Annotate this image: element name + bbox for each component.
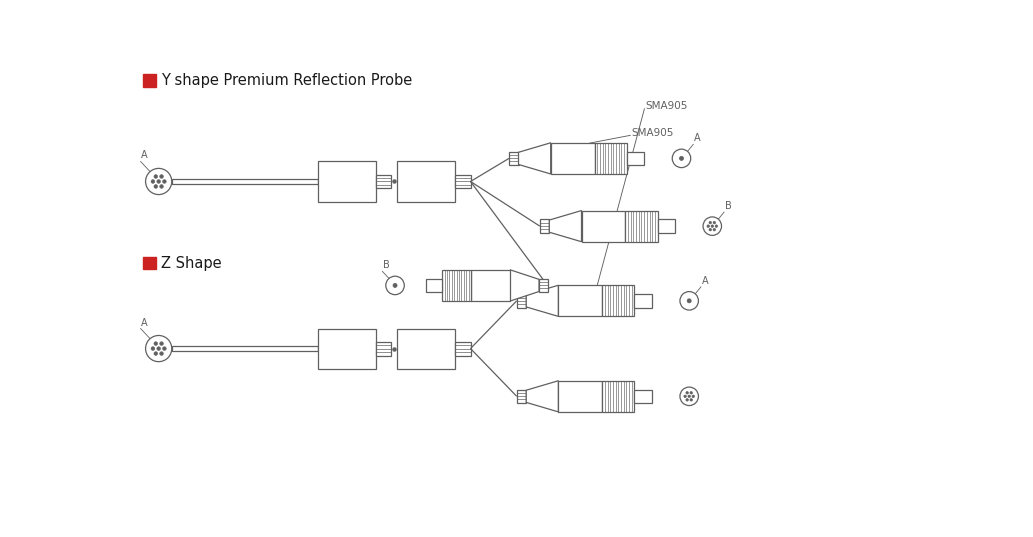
Circle shape — [160, 342, 163, 345]
Circle shape — [146, 169, 171, 194]
Circle shape — [672, 149, 691, 168]
Circle shape — [690, 398, 692, 401]
Circle shape — [715, 225, 718, 228]
Polygon shape — [526, 285, 559, 316]
Bar — [634, 389, 652, 403]
Polygon shape — [510, 270, 539, 301]
Bar — [456, 175, 470, 188]
Text: A: A — [142, 150, 148, 161]
Bar — [427, 279, 442, 292]
Bar — [376, 175, 392, 188]
Text: A: A — [702, 275, 709, 286]
Circle shape — [713, 221, 716, 224]
Circle shape — [162, 180, 166, 183]
Text: Y shape Premium Reflection Probe: Y shape Premium Reflection Probe — [161, 73, 412, 88]
Text: SMA905: SMA905 — [646, 101, 688, 111]
Circle shape — [680, 156, 684, 161]
Bar — [471, 270, 510, 301]
Circle shape — [687, 299, 691, 303]
Circle shape — [686, 391, 688, 394]
Bar — [144, 75, 156, 87]
Circle shape — [154, 175, 158, 178]
Bar — [516, 389, 526, 403]
Bar — [318, 162, 376, 201]
Bar — [516, 294, 526, 308]
Circle shape — [151, 347, 155, 351]
Circle shape — [713, 228, 716, 231]
Circle shape — [680, 292, 698, 310]
Bar — [171, 179, 318, 184]
Bar — [551, 143, 595, 174]
Bar — [442, 270, 471, 301]
Text: B: B — [725, 201, 731, 211]
Circle shape — [157, 180, 160, 183]
Circle shape — [686, 398, 688, 401]
Circle shape — [160, 185, 163, 188]
Circle shape — [684, 395, 686, 397]
Text: Z Shape: Z Shape — [161, 256, 222, 271]
Circle shape — [703, 217, 721, 235]
Text: A: A — [694, 133, 701, 143]
Bar — [539, 279, 547, 292]
Bar — [398, 329, 456, 368]
Circle shape — [146, 336, 171, 361]
Circle shape — [680, 387, 698, 405]
Circle shape — [160, 352, 163, 355]
Bar — [602, 285, 634, 316]
Circle shape — [690, 391, 692, 394]
Circle shape — [709, 228, 712, 231]
Circle shape — [151, 180, 155, 183]
Text: SMA905: SMA905 — [631, 128, 674, 138]
Polygon shape — [550, 211, 582, 242]
Polygon shape — [519, 143, 551, 174]
Circle shape — [385, 276, 404, 295]
Circle shape — [160, 175, 163, 178]
Bar — [627, 151, 645, 165]
Circle shape — [688, 395, 690, 397]
Bar — [634, 294, 652, 308]
Bar — [582, 211, 625, 242]
Bar — [144, 257, 156, 269]
Bar — [595, 143, 627, 174]
Circle shape — [707, 225, 710, 228]
Circle shape — [157, 347, 160, 351]
Bar — [540, 219, 550, 233]
Bar — [376, 342, 392, 355]
Circle shape — [711, 225, 714, 228]
Circle shape — [154, 185, 158, 188]
Bar — [658, 219, 676, 233]
Circle shape — [709, 221, 712, 224]
Bar — [559, 285, 602, 316]
Bar — [456, 342, 470, 355]
Bar — [398, 162, 456, 201]
Bar — [602, 381, 634, 412]
Bar — [318, 329, 376, 368]
Bar — [171, 346, 318, 351]
Circle shape — [692, 395, 694, 397]
Text: B: B — [383, 260, 389, 270]
Circle shape — [154, 342, 158, 345]
Circle shape — [393, 284, 397, 287]
Bar — [559, 381, 602, 412]
Circle shape — [162, 347, 166, 351]
Bar — [625, 211, 658, 242]
Text: A: A — [142, 317, 148, 328]
Polygon shape — [526, 381, 559, 412]
Circle shape — [154, 352, 158, 355]
Bar — [509, 151, 519, 165]
